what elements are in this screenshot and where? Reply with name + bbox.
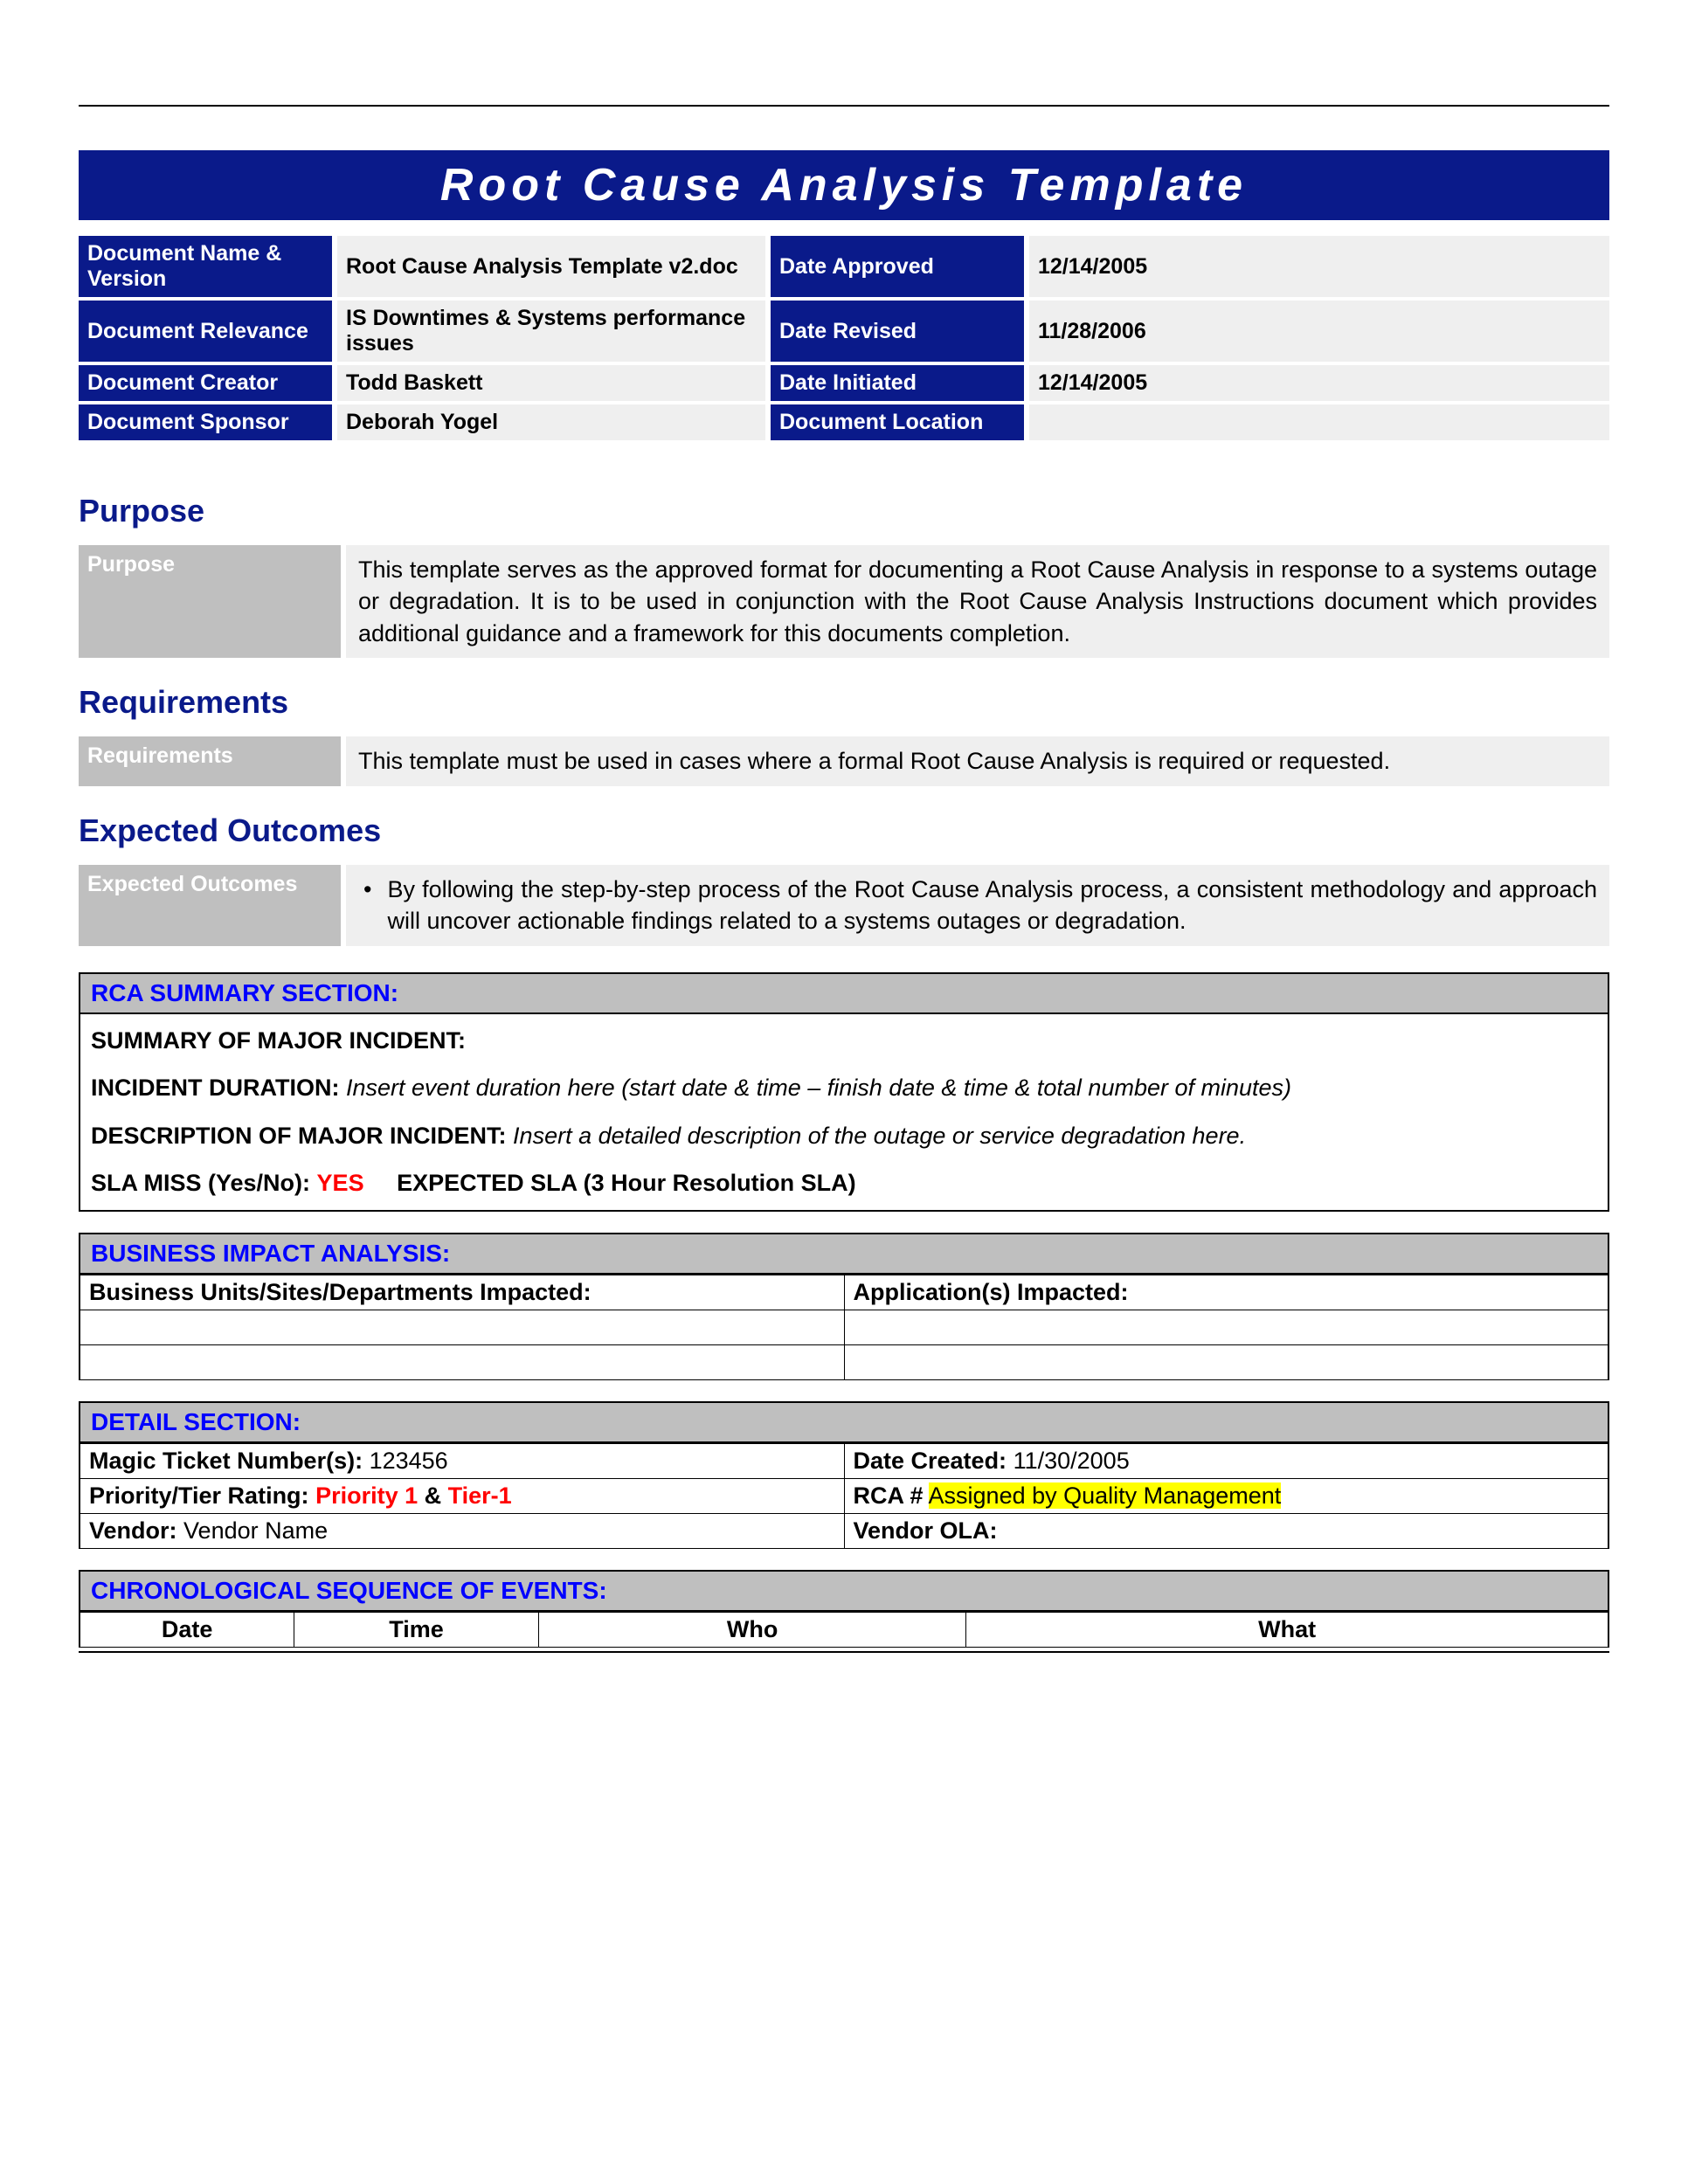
meta-value: 12/14/2005 [1029,365,1609,401]
meta-value [1029,404,1609,440]
section-heading-outcomes: Expected Outcomes [79,812,1609,849]
outcomes-text: By following the step-by-step process of… [387,874,1597,937]
vendor-ola-label: Vendor OLA: [854,1517,998,1544]
bi-col2: Application(s) Impacted: [844,1275,1608,1310]
chrono-table: Date Time Who What [80,1612,1608,1648]
chrono-col-who: Who [538,1612,965,1647]
vendor-value: Vendor Name [183,1517,328,1544]
purpose-label: Purpose [79,545,341,658]
rca-summary-section: RCA SUMMARY SECTION: SUMMARY OF MAJOR IN… [79,972,1609,1212]
meta-value: 11/28/2006 [1029,301,1609,362]
rca-summary-body: SUMMARY OF MAJOR INCIDENT: INCIDENT DURA… [80,1014,1608,1210]
meta-label: Date Approved [771,236,1024,297]
ticket-value: 123456 [370,1448,448,1474]
priority-label: Priority/Tier Rating: [89,1482,309,1509]
business-impact-section: BUSINESS IMPACT ANALYSIS: Business Units… [79,1233,1609,1380]
date-created-value: 11/30/2005 [1013,1448,1130,1474]
section-heading-requirements: Requirements [79,684,1609,721]
rca-summary-header: RCA SUMMARY SECTION: [80,974,1608,1014]
bottom-rule [79,1651,1609,1653]
meta-value: Todd Baskett [337,365,765,401]
purpose-body: This template serves as the approved for… [346,545,1609,658]
chrono-section: CHRONOLOGICAL SEQUENCE OF EVENTS: Date T… [79,1570,1609,1648]
rca-num-label: RCA # [854,1482,924,1509]
meta-label: Document Location [771,404,1024,440]
duration-hint: Insert event duration here (start date &… [346,1075,1291,1101]
meta-label: Document Name & Version [79,236,332,297]
meta-label: Document Sponsor [79,404,332,440]
section-heading-purpose: Purpose [79,493,1609,529]
business-impact-header: BUSINESS IMPACT ANALYSIS: [80,1234,1608,1275]
top-rule [79,105,1609,107]
document-meta-grid: Document Name & Version Root Cause Analy… [79,236,1609,440]
chrono-col-date: Date [80,1612,294,1647]
chrono-col-time: Time [294,1612,539,1647]
bi-cell[interactable] [80,1310,844,1344]
desc-hint: Insert a detailed description of the out… [513,1123,1246,1149]
bi-cell[interactable] [80,1344,844,1379]
duration-label: INCIDENT DURATION: [91,1075,339,1101]
summary-label: SUMMARY OF MAJOR INCIDENT: [91,1027,466,1054]
page-title: Root Cause Analysis Template [79,150,1609,220]
detail-grid: Magic Ticket Number(s): 123456 Date Crea… [80,1443,1608,1549]
rca-num-value: Assigned by Quality Management [929,1482,1282,1509]
sla-miss-value: YES [317,1170,364,1196]
priority-value-b: Tier-1 [448,1482,512,1509]
detail-section: DETAIL SECTION: Magic Ticket Number(s): … [79,1401,1609,1549]
chrono-col-what: What [966,1612,1608,1647]
desc-label: DESCRIPTION OF MAJOR INCIDENT: [91,1123,507,1149]
requirements-row: Requirements This template must be used … [79,736,1609,785]
meta-value: IS Downtimes & Systems performance issue… [337,301,765,362]
purpose-row: Purpose This template serves as the appr… [79,545,1609,658]
bullet-icon: • [363,874,371,937]
priority-value-a: Priority 1 [315,1482,418,1509]
priority-amp: & [418,1482,448,1509]
meta-value: 12/14/2005 [1029,236,1609,297]
date-created-label: Date Created: [854,1448,1007,1474]
requirements-body: This template must be used in cases wher… [346,736,1609,785]
meta-label: Date Initiated [771,365,1024,401]
outcomes-label: Expected Outcomes [79,865,341,946]
bi-cell[interactable] [844,1344,1608,1379]
vendor-label: Vendor: [89,1517,177,1544]
requirements-label: Requirements [79,736,341,785]
meta-label: Document Relevance [79,301,332,362]
outcomes-body: • By following the step-by-step process … [346,865,1609,946]
bi-cell[interactable] [844,1310,1608,1344]
meta-value: Deborah Yogel [337,404,765,440]
meta-value: Root Cause Analysis Template v2.doc [337,236,765,297]
business-impact-table: Business Units/Sites/Departments Impacte… [80,1275,1608,1380]
meta-label: Document Creator [79,365,332,401]
detail-header: DETAIL SECTION: [80,1403,1608,1443]
outcomes-row: Expected Outcomes • By following the ste… [79,865,1609,946]
sla-miss-label: SLA MISS (Yes/No): [91,1170,310,1196]
chrono-header: CHRONOLOGICAL SEQUENCE OF EVENTS: [80,1572,1608,1612]
meta-label: Date Revised [771,301,1024,362]
bi-col1: Business Units/Sites/Departments Impacte… [80,1275,844,1310]
ticket-label: Magic Ticket Number(s): [89,1448,363,1474]
expected-sla: EXPECTED SLA (3 Hour Resolution SLA) [397,1170,856,1196]
